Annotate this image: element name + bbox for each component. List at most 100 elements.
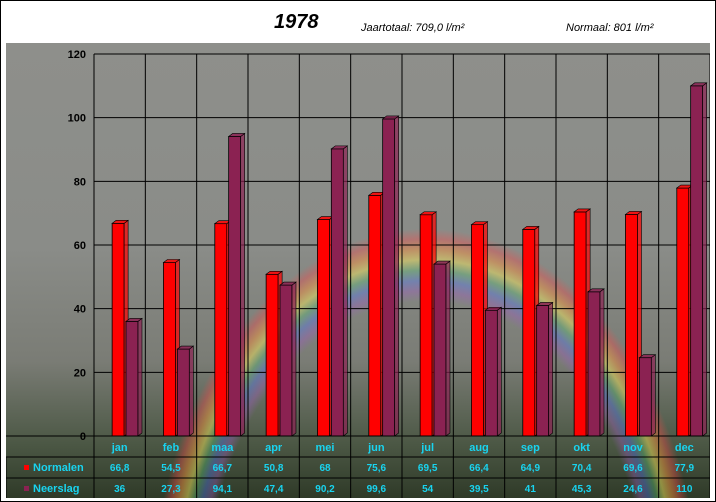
bar-neerslag-top <box>484 306 503 311</box>
data-label: 54,5 <box>161 463 181 474</box>
bar-neerslag <box>690 85 704 437</box>
x-tick-label: jul <box>420 442 434 454</box>
bar-normalen <box>419 214 433 437</box>
data-label: 99,6 <box>367 484 387 495</box>
y-tick-label: 100 <box>68 113 86 125</box>
data-label: 45,3 <box>572 484 592 495</box>
bar-neerslag <box>536 305 550 437</box>
bar-neerslag-side <box>702 82 707 437</box>
bar-normalen-top <box>573 208 592 213</box>
bar-normalen <box>573 211 587 437</box>
bar-neerslag <box>587 291 601 437</box>
x-tick-label: sep <box>521 442 540 454</box>
x-tick-label: okt <box>573 442 590 454</box>
y-tick-label: 120 <box>68 49 86 61</box>
bar-neerslag <box>638 357 652 437</box>
bar-normalen <box>676 187 690 437</box>
data-label: 41 <box>525 484 537 495</box>
y-tick-label: 80 <box>74 176 86 188</box>
bar-neerslag-side <box>497 306 502 437</box>
bar-neerslag <box>382 118 396 437</box>
bar-neerslag <box>279 284 293 437</box>
bar-neerslag-side <box>189 345 194 437</box>
x-tick-label: dec <box>675 442 694 454</box>
data-label: 69,5 <box>418 463 438 474</box>
legend-label: Neerslag <box>33 483 79 495</box>
x-tick-label: apr <box>265 442 283 454</box>
legend-swatch <box>24 486 29 491</box>
data-label: 66,4 <box>469 463 489 474</box>
data-label: 24,6 <box>623 484 643 495</box>
bar-normalen <box>522 229 536 437</box>
bar-neerslag-top <box>330 145 349 150</box>
chart-header: 1978 Jaartotaal: 709,0 l/m² Normaal: 801… <box>6 5 710 43</box>
bar-normalen-top <box>265 270 284 275</box>
data-label: 110 <box>676 484 693 495</box>
bar-normalen <box>625 214 638 437</box>
bar-neerslag-top <box>638 354 657 358</box>
bar-normalen-top <box>419 211 438 216</box>
data-label: 66,8 <box>110 463 130 474</box>
x-tick-label: maa <box>211 442 234 454</box>
normal-total: Normaal: 801 l/m² <box>566 22 654 34</box>
data-label: 39,5 <box>469 484 489 495</box>
background-photo: 0 20 40 60 80 100 120 jan feb maa apr mei jun jul aug s… <box>6 43 710 498</box>
bar-normalen-top <box>162 259 181 263</box>
x-tick-label: jun <box>367 442 385 454</box>
y-tick-label: 40 <box>74 304 86 316</box>
bar-normalen <box>163 262 176 437</box>
data-label: 66,7 <box>213 463 233 474</box>
x-tick-label: nov <box>623 442 643 454</box>
bar-normalen-top <box>111 220 130 224</box>
chart-title: 1978 <box>274 11 319 33</box>
bar-neerslag <box>330 148 344 437</box>
bar-neerslag-top <box>125 318 143 322</box>
bar-neerslag-top <box>381 115 400 120</box>
legend-swatch <box>24 465 29 470</box>
data-label: 50,8 <box>264 463 284 474</box>
data-label: 64,9 <box>521 463 541 474</box>
y-tick-label: 60 <box>74 240 86 252</box>
data-label: 75,6 <box>367 463 387 474</box>
data-label: 27,3 <box>161 484 181 495</box>
data-label: 70,4 <box>572 463 592 474</box>
x-tick-label: aug <box>469 442 489 454</box>
data-label: 54 <box>422 484 434 495</box>
bar-neerslag-side <box>599 288 605 437</box>
bar-normalen <box>214 223 228 437</box>
bar-neerslag-side <box>137 317 143 437</box>
bar-normalen <box>471 224 484 437</box>
data-label: 47,4 <box>264 484 284 495</box>
bar-neerslag-side <box>445 260 451 437</box>
bar-neerslag-top <box>227 133 246 137</box>
bar-neerslag-top <box>587 288 605 293</box>
bar-neerslag <box>125 320 139 437</box>
y-tick-label: 0 <box>80 431 86 443</box>
bar-normalen <box>317 219 330 437</box>
data-label: 68 <box>319 463 331 474</box>
data-label: 36 <box>114 484 126 495</box>
bar-neerslag <box>228 136 242 437</box>
data-label: 69,6 <box>623 463 643 474</box>
bar-neerslag-side <box>343 145 348 437</box>
bar-normalen <box>111 222 125 437</box>
bar-normalen-top <box>624 211 643 215</box>
bar-normalen-top <box>470 221 489 225</box>
x-tick-label: jan <box>111 442 128 454</box>
bar-normalen-top <box>521 226 540 230</box>
bar-neerslag-side <box>548 301 553 437</box>
x-tick-label: feb <box>163 442 180 454</box>
y-tick-label: 20 <box>74 367 86 379</box>
bar-neerslag-side <box>240 132 245 437</box>
annual-total: Jaartotaal: 709,0 l/m² <box>361 22 465 34</box>
legend-label: Normalen <box>33 462 84 474</box>
bar-neerslag <box>176 348 190 437</box>
bar-normalen <box>265 273 279 437</box>
bar-neerslag-top <box>535 302 554 306</box>
bar-neerslag <box>433 263 447 437</box>
bar-neerslag-side <box>651 354 656 437</box>
bar-neerslag-top <box>176 345 195 350</box>
bar-neerslag-top <box>433 260 451 265</box>
data-label: 90,2 <box>315 484 335 495</box>
